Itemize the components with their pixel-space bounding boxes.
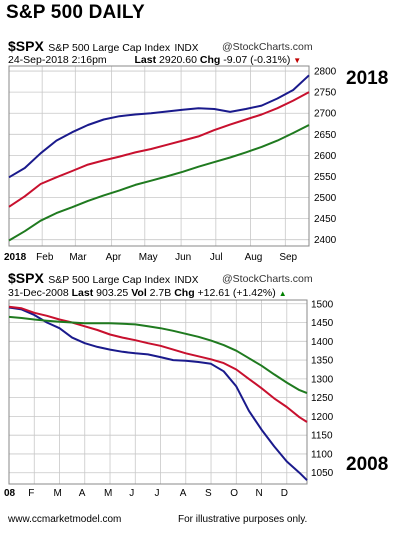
x-tick-label: Mar xyxy=(69,252,87,263)
x-tick-label: Apr xyxy=(106,252,122,263)
year-label-2008: 2008 xyxy=(346,454,389,475)
y-tick-label: 2550 xyxy=(314,172,337,183)
footer-disclaimer: For illustrative purposes only. xyxy=(178,514,308,525)
x-tick-label: F xyxy=(28,488,34,498)
x-tick-label: M xyxy=(104,488,112,498)
x-tick-label: 2018 xyxy=(4,252,27,263)
page-title: S&P 500 DAILY xyxy=(6,2,145,23)
x-tick-label: J xyxy=(155,488,160,498)
vol-value: 2.7B xyxy=(149,287,172,299)
series-green-line xyxy=(8,315,308,395)
y-tick-label: 2450 xyxy=(314,214,337,225)
quote-line-2008: 31-Dec-2008 Last 903.25 Vol 2.7B Chg +12… xyxy=(8,287,287,299)
y-tick-label: 2400 xyxy=(314,235,337,246)
chart-2008: 1050 1100 1150 1200 1250 1300 1350 1400 1450 1500… xyxy=(4,299,334,498)
y-tick-label: 1300 xyxy=(311,374,334,385)
vol-label: Vol xyxy=(131,287,147,299)
exchange: INDX xyxy=(174,43,199,54)
plot-frame xyxy=(8,299,308,485)
y-tick-label: 2650 xyxy=(314,130,337,141)
x-tick-label: Aug xyxy=(245,252,263,263)
y-tick-label: 1050 xyxy=(311,468,334,479)
chg-value: +12.61 (+1.42%) xyxy=(197,287,276,299)
y-tick-label: 1500 xyxy=(311,299,334,310)
chg-value: -9.07 (-0.31%) xyxy=(223,54,291,66)
y-tick-label: 1450 xyxy=(311,318,334,329)
exchange: INDX xyxy=(174,275,199,286)
y-tick-label: 2500 xyxy=(314,193,337,204)
x-tick-label: May xyxy=(139,252,158,263)
y-tick-label: 2750 xyxy=(314,88,337,99)
stockcharts-brand: @StockCharts.com xyxy=(222,273,313,285)
quote-date: 31-Dec-2008 xyxy=(8,287,69,299)
chart-2018: 2400 2450 2500 2550 2600 2650 2700 2750 2800 201… xyxy=(4,65,337,263)
down-arrow-icon: ▼ xyxy=(293,56,302,65)
stockcharts-brand: @StockCharts.com xyxy=(222,41,313,53)
y-tick-label: 2800 xyxy=(314,67,337,78)
year-label-2018: 2018 xyxy=(346,68,389,89)
up-arrow-icon: ▲ xyxy=(278,289,287,298)
chg-label: Chg xyxy=(199,54,221,66)
last-value: 903.25 xyxy=(96,287,129,299)
x-tick-label: Jul xyxy=(210,252,223,263)
quote-date: 24-Sep-2018 2:16pm xyxy=(8,54,107,66)
y-tick-label: 1400 xyxy=(311,337,334,348)
series-red-line xyxy=(8,91,310,208)
last-value: 2920.60 xyxy=(159,54,197,66)
index-name: S&P 500 Large Cap Index xyxy=(48,42,171,54)
chart-header-2018: $SPX S&P 500 Large Cap Index INDX xyxy=(8,38,198,56)
x-tick-label: J xyxy=(129,488,134,498)
y-tick-label: 1150 xyxy=(311,431,333,442)
y-tick-label: 1350 xyxy=(311,356,334,367)
x-tick-label: S xyxy=(205,488,212,498)
y-tick-label: 1250 xyxy=(311,393,334,404)
footer-website: www.ccmarketmodel.com xyxy=(8,514,122,525)
chart-header-2008: $SPX S&P 500 Large Cap Index INDX xyxy=(8,270,198,288)
chg-label: Chg xyxy=(174,287,195,299)
x-tick-label: 08 xyxy=(4,488,16,498)
plot-frame xyxy=(8,65,310,247)
y-tick-label: 2700 xyxy=(314,109,337,120)
symbol: $SPX xyxy=(8,38,44,54)
y-tick-label: 1200 xyxy=(311,412,334,423)
symbol: $SPX xyxy=(8,270,44,286)
x-tick-label: Sep xyxy=(279,252,297,263)
x-tick-label: Feb xyxy=(36,252,54,263)
last-label: Last xyxy=(71,287,94,299)
x-tick-label: D xyxy=(281,488,288,498)
x-tick-label: M xyxy=(54,488,62,498)
series-blue-line xyxy=(8,306,308,481)
index-name: S&P 500 Large Cap Index xyxy=(48,274,171,286)
series-blue-line xyxy=(8,74,310,179)
x-tick-label: O xyxy=(230,488,238,498)
y-tick-label: 1100 xyxy=(311,449,333,460)
series-green-line xyxy=(8,124,310,242)
x-tick-label: Jun xyxy=(175,252,191,263)
x-tick-label: A xyxy=(180,488,187,498)
x-tick-label: N xyxy=(256,488,263,498)
y-tick-label: 2600 xyxy=(314,151,337,162)
x-tick-label: A xyxy=(79,488,86,498)
series-red-line xyxy=(8,305,308,423)
quote-line-2018: 24-Sep-2018 2:16pm Last 2920.60 Chg -9.0… xyxy=(8,54,301,66)
last-label: Last xyxy=(134,54,157,66)
